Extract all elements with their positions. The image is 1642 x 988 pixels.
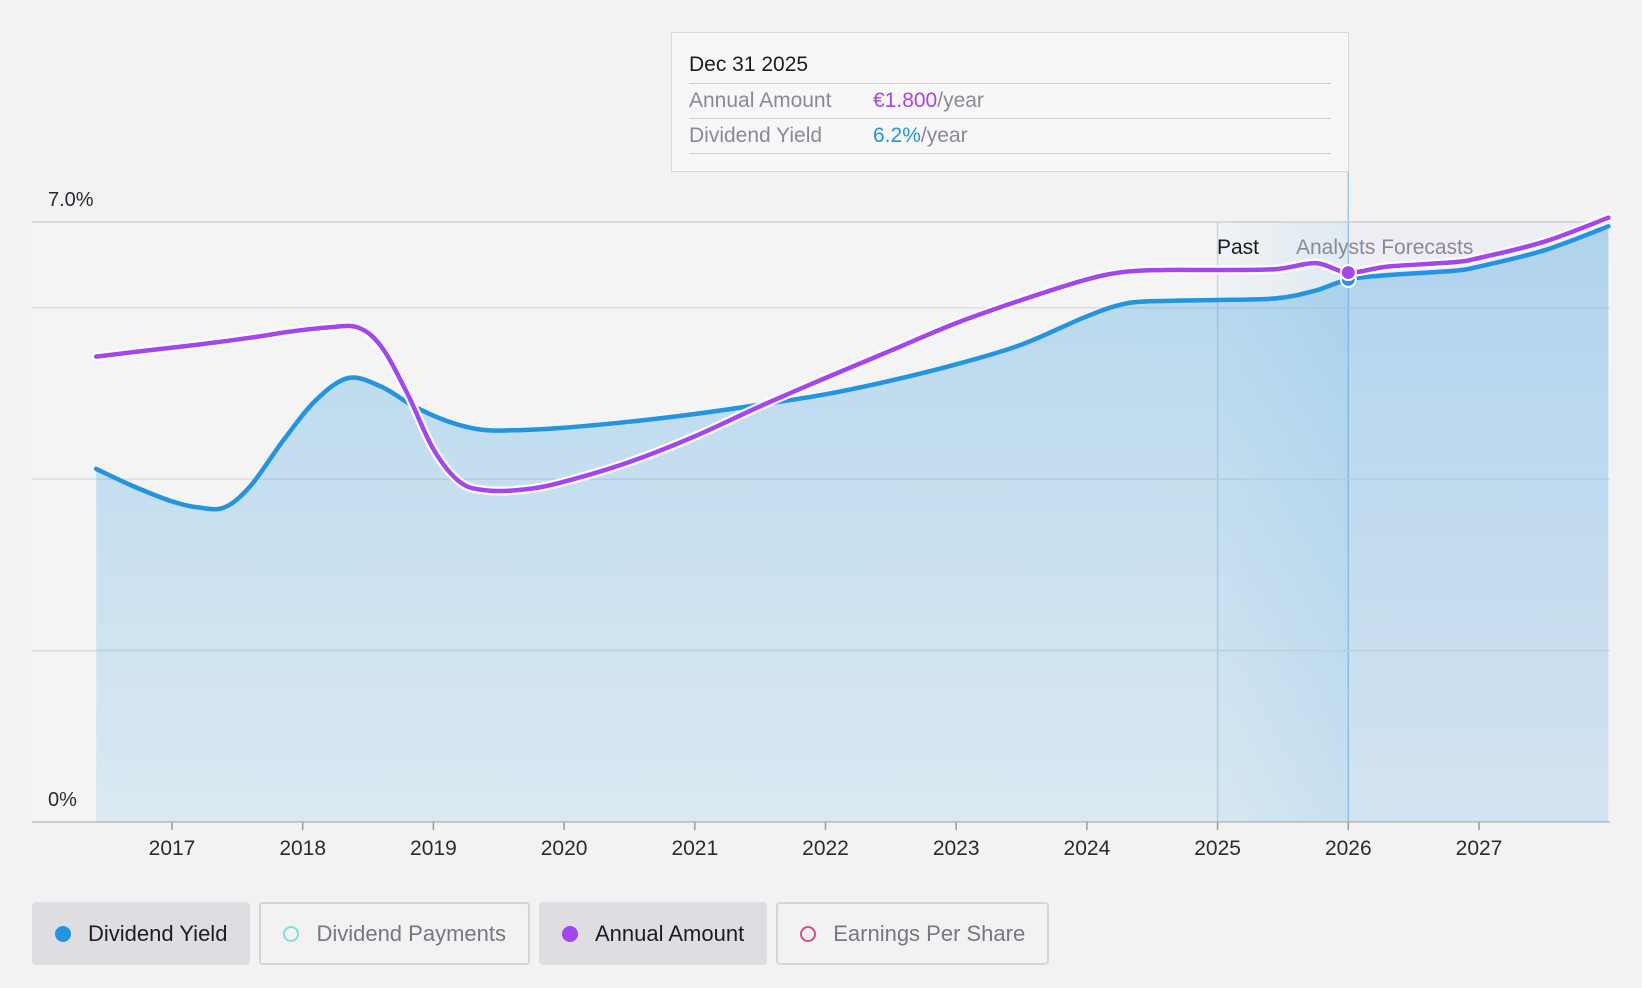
- x-tick-label: 2025: [1194, 837, 1241, 860]
- tooltip-dividend-yield-label: Dividend Yield: [689, 124, 823, 147]
- y-axis-min-label: 0%: [48, 789, 77, 811]
- tooltip-annual-amount-value: €1.800: [873, 89, 938, 112]
- earnings-per-share-dot-icon: [800, 925, 817, 942]
- chart-legend: Dividend Yield Dividend Payments Annual …: [32, 902, 1050, 965]
- x-tick-label: 2020: [541, 837, 588, 860]
- dividend-yield-area: [96, 226, 1609, 823]
- series-areas: [96, 226, 1609, 823]
- legend-annual-amount-label: Annual Amount: [594, 920, 745, 946]
- legend-annual-amount-button[interactable]: Annual Amount: [538, 902, 768, 965]
- x-tick-label: 2027: [1456, 837, 1503, 860]
- x-tick-label: 2026: [1325, 837, 1372, 860]
- dividend-chart: 2017 2018 2019 2020 2021 2022 2023 2024 2025 2026…: [32, 172, 1613, 860]
- tooltip-date: Dec 31 2025: [689, 47, 1331, 84]
- dividend-yield-line: [93, 224, 1611, 512]
- legend-dividend-payments-button[interactable]: Dividend Payments: [259, 902, 530, 965]
- x-tick-label: 2019: [410, 837, 457, 860]
- y-axis-max-label: 7.0%: [48, 189, 94, 211]
- annual-amount-dot-icon: [561, 925, 578, 942]
- tooltip-dividend-yield-unit: /year: [920, 124, 968, 147]
- tooltip-dividend-yield-value: 6.2%: [873, 124, 921, 147]
- x-tick-label: 2024: [1064, 837, 1111, 860]
- dividend-yield-dot-icon: [55, 925, 71, 942]
- annual-amount-highlight-point: [1339, 264, 1357, 282]
- dividend-payments-dot-icon: [283, 925, 300, 942]
- legend-earnings-per-share-button[interactable]: Earnings Per Share: [776, 902, 1050, 965]
- tooltip-annual-amount-unit: /year: [937, 89, 984, 112]
- tooltip-annual-amount-label: Annual Amount: [689, 89, 832, 112]
- tooltip-row-annual-amount: Annual Amount €1.800 /year: [689, 84, 1331, 119]
- x-tick-label: 2022: [802, 837, 849, 860]
- highlight-markers: [1339, 264, 1357, 288]
- tooltip-row-dividend-yield: Dividend Yield 6.2% /year: [689, 119, 1331, 154]
- x-axis-ticks: 2017 2018 2019 2020 2021 2022 2023 2024 2025 2026…: [149, 822, 1503, 860]
- x-tick-label: 2021: [671, 837, 718, 860]
- x-tick-label: 2018: [279, 837, 326, 860]
- tooltip: Dec 31 2025 Annual Amount €1.800 /year D…: [671, 32, 1349, 172]
- legend-earnings-per-share-label: Earnings Per Share: [833, 920, 1026, 946]
- legend-dividend-yield-label: Dividend Yield: [88, 920, 228, 946]
- forecast-label: Analysts Forecasts: [1296, 236, 1473, 259]
- past-label: Past: [1217, 236, 1259, 259]
- x-tick-label: 2023: [933, 837, 980, 860]
- legend-dividend-yield-button[interactable]: Dividend Yield: [32, 902, 251, 965]
- legend-dividend-payments-label: Dividend Payments: [316, 920, 506, 946]
- x-tick-label: 2017: [149, 837, 196, 860]
